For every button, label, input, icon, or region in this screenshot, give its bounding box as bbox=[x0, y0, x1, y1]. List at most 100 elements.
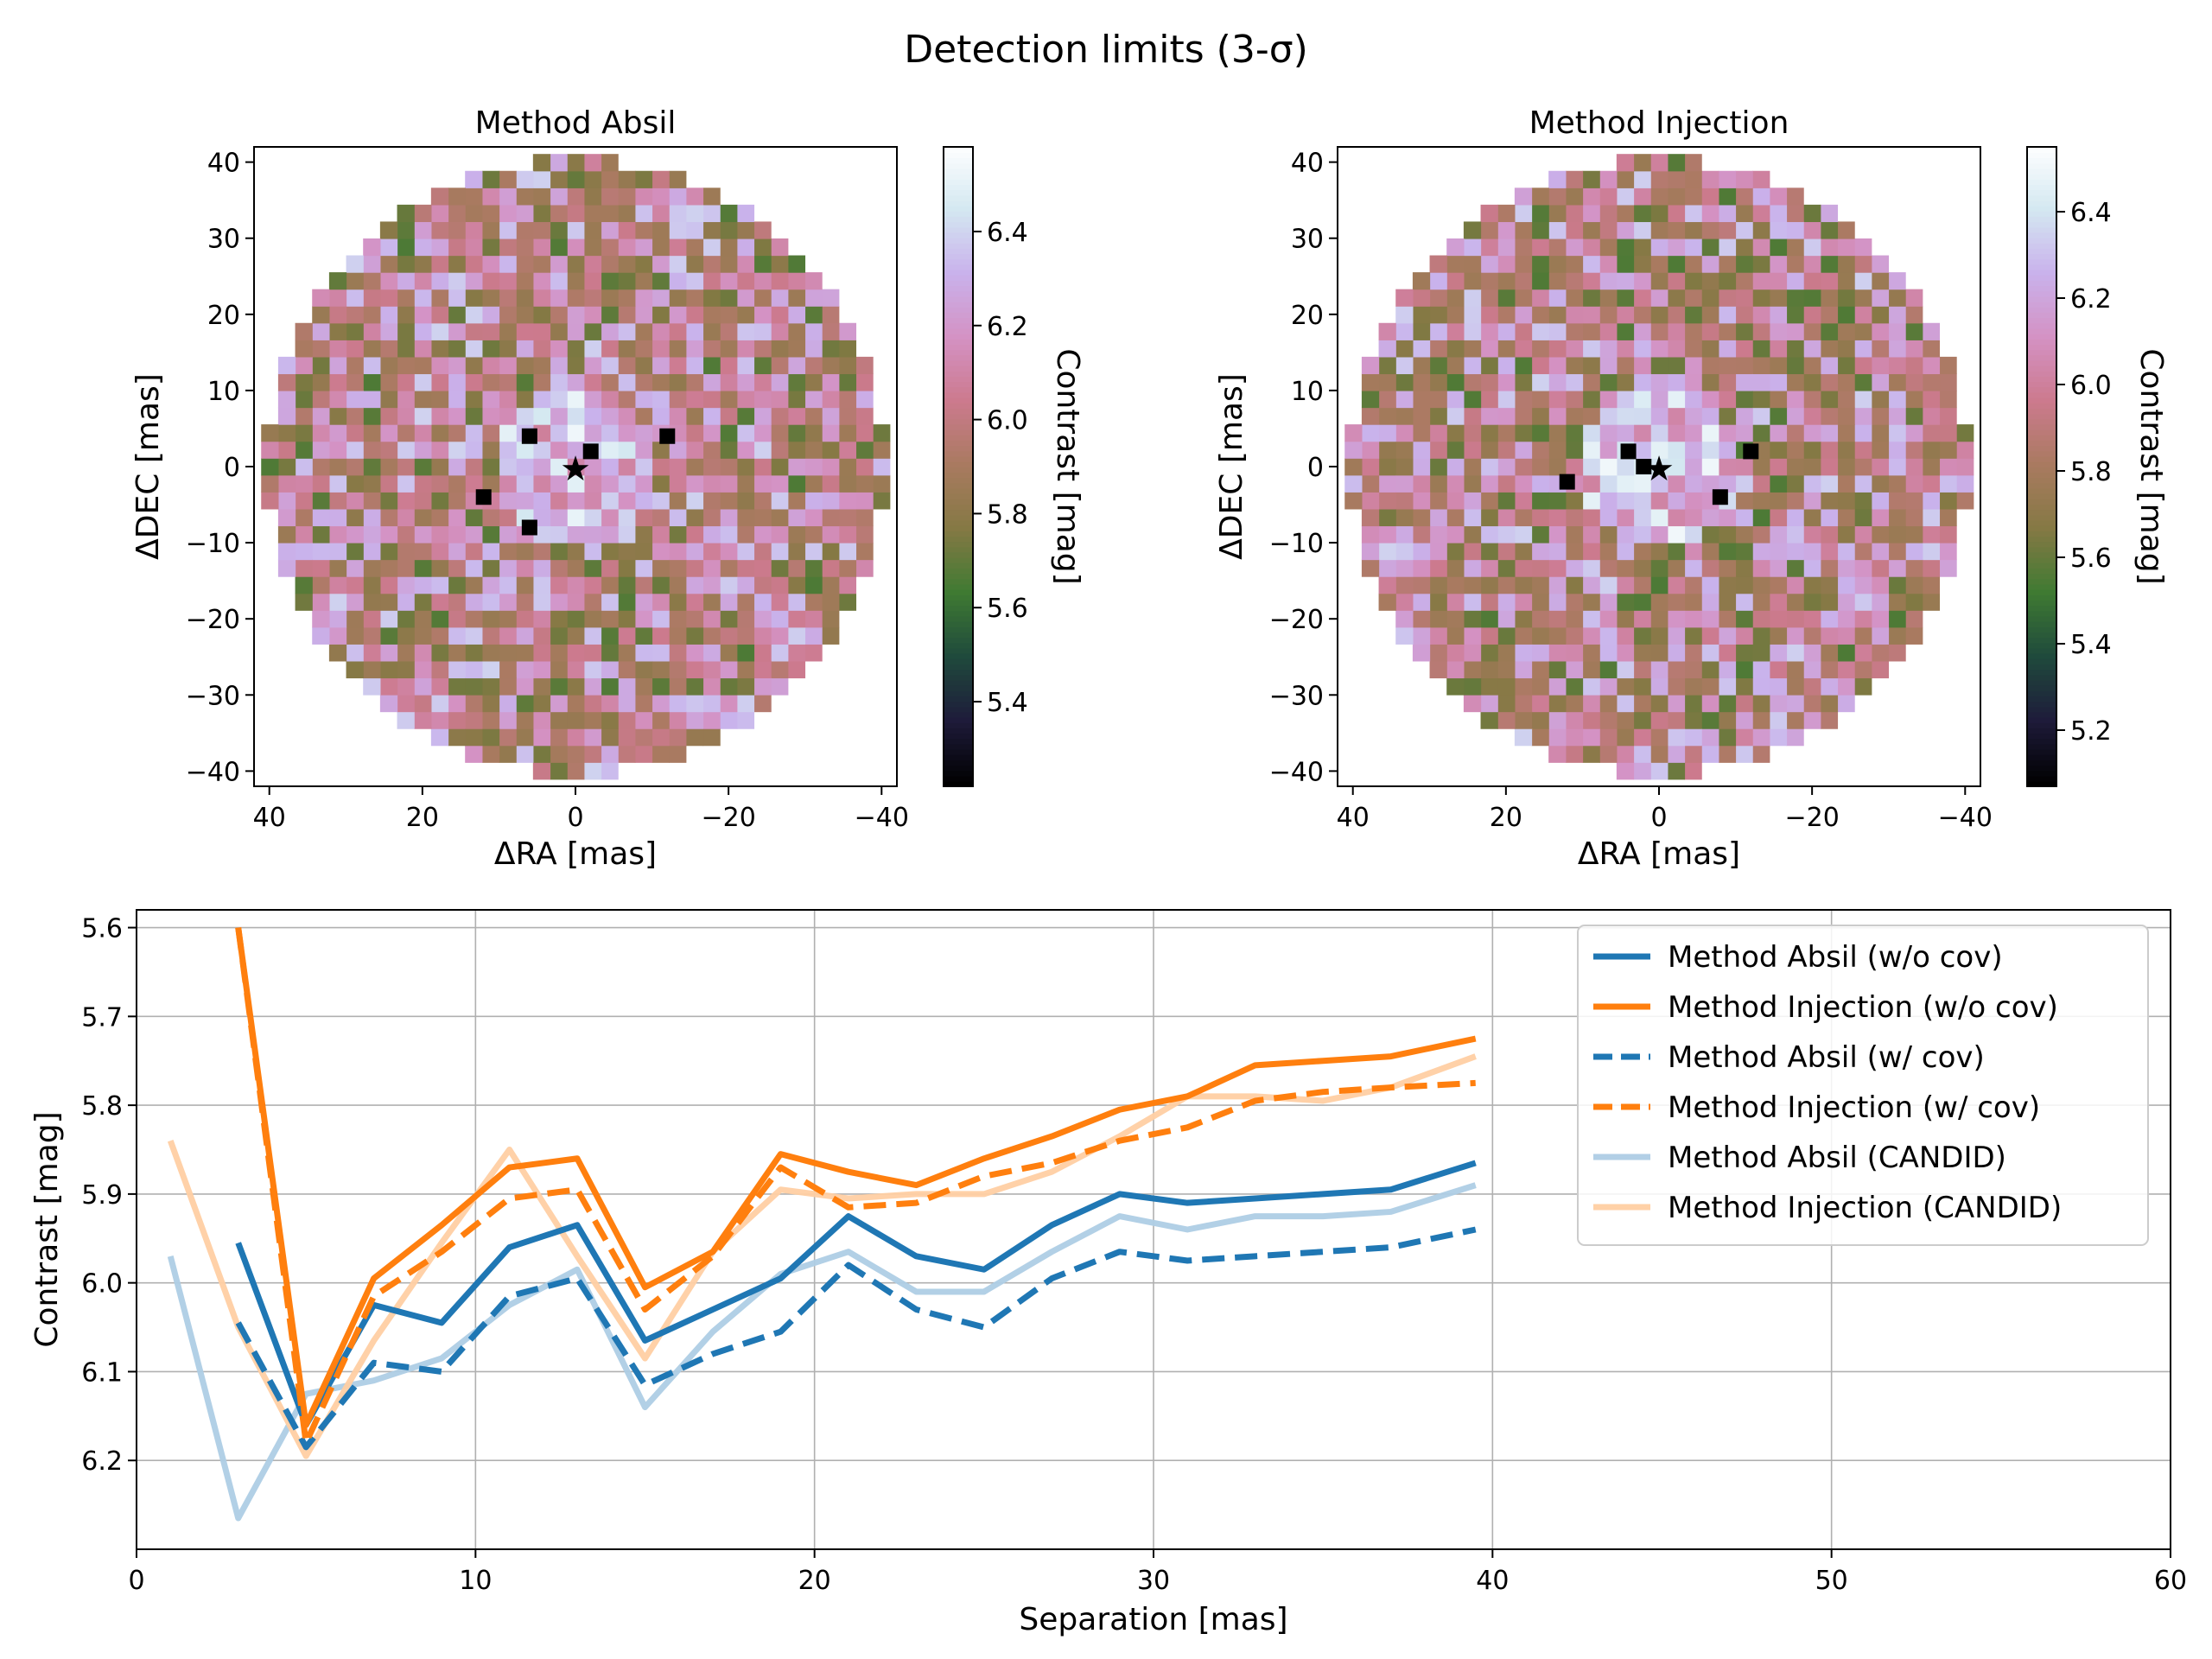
map-pixel bbox=[1905, 610, 1923, 628]
map-pixel bbox=[720, 221, 738, 239]
map-pixel bbox=[1531, 322, 1549, 340]
map-pixel bbox=[1429, 340, 1447, 358]
map-pixel bbox=[1582, 576, 1600, 594]
colorbar-segment bbox=[2027, 499, 2056, 505]
map-pixel bbox=[1565, 373, 1584, 391]
map-pixel bbox=[1429, 593, 1447, 611]
map-pixel bbox=[1531, 407, 1549, 425]
map-pixel bbox=[601, 762, 619, 780]
map-pixel bbox=[532, 441, 551, 459]
colorbar-segment bbox=[2027, 754, 2056, 760]
map-pixel bbox=[1497, 441, 1516, 459]
map-pixel bbox=[567, 306, 585, 324]
map-pixel bbox=[363, 390, 381, 409]
map-pixel bbox=[838, 458, 857, 476]
map-pixel bbox=[736, 677, 755, 696]
map-y-tick-label: −40 bbox=[186, 757, 240, 787]
map-pixel bbox=[465, 695, 483, 713]
map-pixel bbox=[618, 492, 636, 510]
map-pixel bbox=[1820, 593, 1839, 611]
map-pixel bbox=[1701, 170, 1719, 188]
map-pixel bbox=[1531, 593, 1549, 611]
map-pixel bbox=[1786, 204, 1804, 223]
map-pixel bbox=[652, 221, 670, 239]
map-pixel bbox=[481, 508, 500, 527]
map-pixel bbox=[1480, 559, 1498, 577]
map-pixel bbox=[567, 204, 585, 223]
map-pixel bbox=[1497, 390, 1516, 409]
map-pixel bbox=[1871, 576, 1890, 594]
map-pixel bbox=[702, 458, 721, 476]
map-pixel bbox=[1412, 424, 1431, 442]
map-pixel bbox=[669, 170, 687, 188]
map-pixel bbox=[430, 306, 449, 324]
map-pixel bbox=[465, 728, 483, 747]
map-pixel bbox=[430, 204, 449, 223]
map-pixel bbox=[277, 559, 296, 577]
map-pixel bbox=[1820, 525, 1839, 543]
map-pixel bbox=[1752, 373, 1770, 391]
map-pixel bbox=[1667, 728, 1686, 747]
map-pixel bbox=[1803, 238, 1821, 257]
map-pixel bbox=[328, 322, 347, 340]
colorbar-segment bbox=[944, 743, 973, 750]
map-pixel bbox=[685, 525, 704, 543]
map-pixel bbox=[583, 762, 602, 780]
colorbar-segment bbox=[944, 541, 973, 548]
map-pixel bbox=[1633, 322, 1651, 340]
colorbar-segment bbox=[2027, 200, 2056, 207]
map-pixel bbox=[1718, 373, 1737, 391]
map-pixel bbox=[550, 424, 568, 442]
map-pixel bbox=[1871, 508, 1890, 527]
map-pixel bbox=[838, 593, 857, 611]
map-pixel bbox=[1378, 543, 1396, 561]
map-pixel bbox=[601, 728, 619, 747]
map-pixel bbox=[1769, 626, 1788, 645]
colorbar-segment bbox=[2027, 605, 2056, 612]
map-pixel bbox=[532, 289, 551, 307]
map-pixel bbox=[736, 340, 755, 358]
map-pixel bbox=[312, 306, 330, 324]
map-pixel bbox=[753, 525, 772, 543]
map-pixel bbox=[481, 340, 500, 358]
y-tick-label: 5.9 bbox=[81, 1180, 123, 1211]
map-pixel bbox=[1735, 711, 1753, 729]
map-pixel bbox=[328, 441, 347, 459]
map-pixel bbox=[1684, 340, 1702, 358]
colorbar-segment bbox=[2027, 162, 2056, 169]
series-line-5 bbox=[167, 1053, 1477, 1459]
map-pixel bbox=[1837, 289, 1855, 307]
map-pixel bbox=[753, 559, 772, 577]
map-pixel bbox=[634, 559, 653, 577]
map-pixel bbox=[1939, 525, 1957, 543]
map-pixel bbox=[414, 390, 432, 409]
dark-pixel bbox=[521, 428, 537, 444]
map-pixel bbox=[1752, 289, 1770, 307]
map-pixel bbox=[753, 474, 772, 493]
dark-pixel bbox=[1712, 489, 1728, 505]
colorbar-segment bbox=[944, 211, 973, 217]
colorbar-segment bbox=[944, 615, 973, 622]
map-pixel bbox=[1616, 677, 1635, 696]
map-pixel bbox=[838, 424, 857, 442]
map-pixel bbox=[1905, 424, 1923, 442]
map-pixel bbox=[363, 272, 381, 290]
map-pixel bbox=[1429, 306, 1447, 324]
map-pixel bbox=[669, 728, 687, 747]
map-pixel bbox=[652, 289, 670, 307]
map-pixel bbox=[1361, 458, 1380, 476]
map-pixel bbox=[397, 711, 415, 729]
map-pixel bbox=[1769, 238, 1788, 257]
map-pixel bbox=[1548, 593, 1567, 611]
map-pixel bbox=[1599, 188, 1618, 206]
colorbar-segment bbox=[944, 413, 973, 420]
map-pixel bbox=[448, 660, 466, 679]
map-pixel bbox=[1871, 272, 1890, 290]
map-pixel bbox=[448, 458, 466, 476]
map-pixel bbox=[499, 322, 517, 340]
map-pixel bbox=[1769, 474, 1788, 493]
map-pixel bbox=[804, 424, 823, 442]
map-pixel bbox=[1769, 525, 1788, 543]
map-pixel bbox=[1616, 695, 1635, 713]
map-pixel bbox=[532, 508, 551, 527]
